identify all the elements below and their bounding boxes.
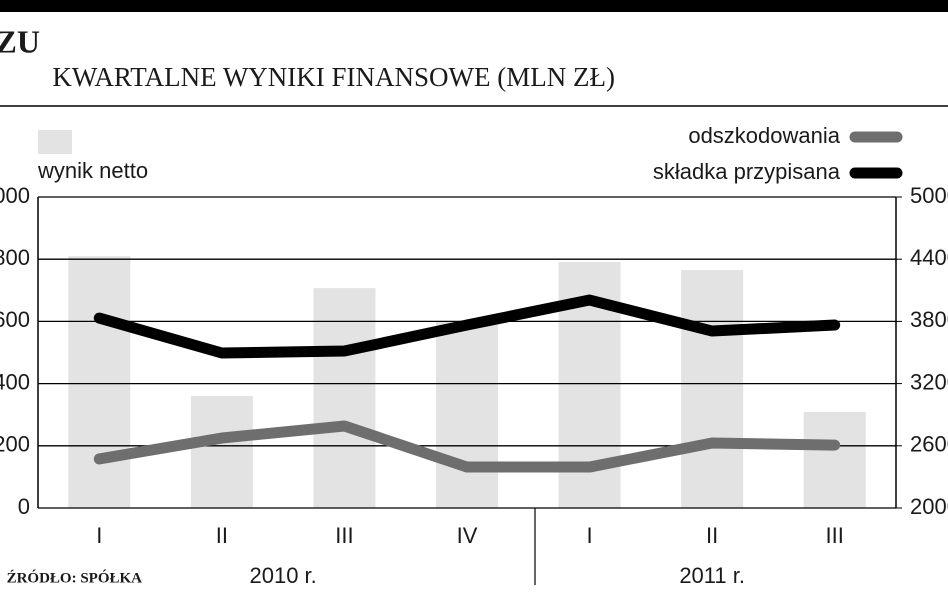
x-tick-label: II [216, 523, 228, 548]
line [93, 420, 841, 473]
chart-title: PZU [0, 23, 40, 59]
y2-tick-label: 3800 [910, 307, 948, 332]
bar [68, 256, 131, 508]
y-tick-label: 400 [0, 369, 30, 394]
legend-label: wynik netto [37, 158, 148, 183]
line [93, 294, 841, 359]
x-tick-label: IV [457, 523, 478, 548]
x-tick-label: I [587, 523, 593, 548]
y2-tick-label: 2600 [910, 432, 948, 457]
bar [436, 322, 498, 508]
x-tick-label: III [335, 523, 353, 548]
x-tick-label: III [826, 523, 844, 548]
x-tick-label: I [96, 523, 102, 548]
bar [313, 288, 376, 508]
legend-label: odszkodowania [688, 123, 840, 148]
y2-tick-label: 2000 [910, 494, 948, 519]
source: ŹRÓDŁO: SPÓŁKA [7, 569, 143, 586]
legend-swatch [38, 130, 72, 154]
y-tick-label: 0 [18, 494, 30, 519]
y-tick-label: 600 [0, 307, 30, 332]
y2-tick-label: 3200 [910, 369, 948, 394]
bar [803, 411, 866, 508]
group-label: 2011 r. [679, 563, 745, 588]
legend-label: składka przypisana [653, 159, 841, 184]
y2-tick-label: 5000 [910, 183, 948, 208]
bar [190, 396, 253, 508]
group-label: 2010 r. [250, 563, 317, 588]
top-bar [0, 0, 948, 12]
y-tick-label: 200 [0, 432, 30, 457]
y2-tick-label: 4400 [910, 245, 948, 270]
bar [681, 270, 744, 508]
y-tick-label: 1000 [0, 183, 30, 208]
y-tick-label: 800 [0, 245, 30, 270]
x-tick-label: II [706, 523, 718, 548]
chart-subtitle: KWARTALNE WYNIKI FINANSOWE (MLN ZŁ) [52, 62, 615, 92]
